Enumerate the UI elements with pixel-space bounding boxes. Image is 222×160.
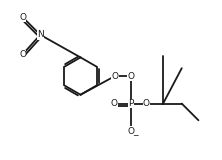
Text: O: O <box>143 99 150 108</box>
Text: O: O <box>19 13 26 22</box>
Text: O: O <box>127 72 134 81</box>
Text: O: O <box>111 72 118 81</box>
Text: O: O <box>111 99 117 108</box>
Text: N: N <box>37 30 44 39</box>
Text: O: O <box>19 50 26 59</box>
Text: P: P <box>128 99 133 108</box>
Text: O: O <box>127 127 134 136</box>
Text: −: − <box>132 132 139 140</box>
